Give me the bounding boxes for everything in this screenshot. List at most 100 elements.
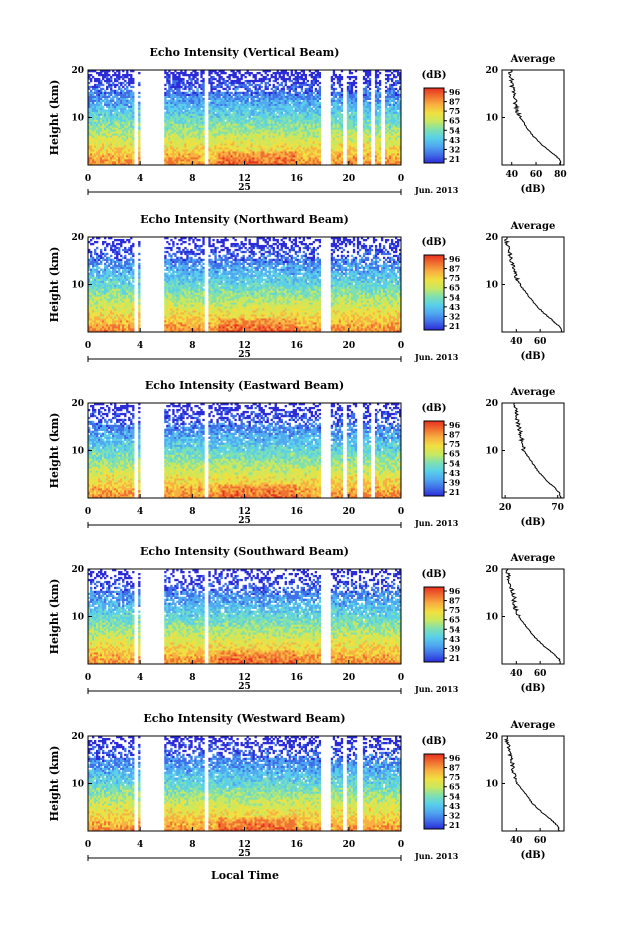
date-label: Jun. 2013 (414, 185, 459, 195)
average-title: Average (510, 387, 556, 398)
y-axis-label: Height (km) (48, 247, 61, 323)
average-x-tick: 60 (534, 669, 547, 679)
x-tick-label: 0 (85, 840, 91, 850)
colorbar-tick: 43 (449, 801, 461, 811)
day-label: 25 (238, 350, 251, 360)
colorbar-unit: (dB) (422, 237, 447, 248)
day-label: 25 (238, 849, 251, 859)
average-profile-line (507, 69, 562, 166)
colorbar-tick: 54 (449, 125, 461, 135)
x-tick-label: 8 (189, 673, 195, 683)
colorbar-tick: 54 (449, 624, 461, 634)
x-tick-label: 16 (290, 840, 303, 850)
colorbar-tick: 21 (449, 321, 460, 331)
x-tick-label: 8 (189, 840, 195, 850)
heatmap (88, 70, 402, 166)
x-axis-label: Local Time (211, 869, 279, 882)
average-frame (501, 735, 565, 832)
average-frame (501, 402, 565, 499)
y-tick-label: 10 (71, 780, 84, 790)
x-tick-label: 4 (137, 673, 143, 683)
average-title: Average (510, 54, 556, 65)
heatmap (88, 736, 402, 832)
average-frame (501, 236, 565, 333)
panel-3: Echo Intensity (Southward Beam) Height (k… (48, 545, 565, 694)
average-x-tick: 40 (510, 337, 523, 347)
average-profile-line (505, 568, 561, 664)
y-tick-label: 10 (71, 114, 84, 124)
average-profile-line (503, 735, 561, 832)
colorbar-tick: 75 (449, 273, 460, 283)
colorbar-tick: 39 (449, 643, 461, 653)
y-axis-label: Height (km) (48, 413, 61, 489)
day-label: 25 (238, 516, 251, 526)
colorbar-tick: 87 (449, 264, 460, 274)
x-tick-label: 8 (189, 507, 195, 517)
average-y-tick: 20 (485, 399, 498, 409)
panel-title: Echo Intensity (Northward Beam) (140, 213, 349, 226)
x-tick-label: 4 (137, 507, 143, 517)
x-tick-label: 16 (290, 507, 303, 517)
colorbar-tick: 75 (449, 772, 460, 782)
average-y-tick: 20 (485, 233, 498, 243)
x-tick-label: 12 (238, 840, 251, 850)
colorbar-tick: 96 (449, 420, 461, 430)
colorbar-tick: 65 (449, 116, 460, 126)
x-tick-label: 20 (343, 341, 356, 351)
average-x-label: (dB) (521, 184, 546, 195)
panel-title: Echo Intensity (Southward Beam) (140, 545, 349, 558)
x-tick-label: 12 (238, 341, 251, 351)
x-tick-label: 8 (189, 341, 195, 351)
panel-title: Echo Intensity (Eastward Beam) (145, 379, 344, 392)
heatmap (88, 569, 402, 665)
panel-title: Echo Intensity (Vertical Beam) (149, 46, 339, 59)
colorbar-tick: 96 (449, 753, 461, 763)
y-tick-label: 20 (71, 66, 84, 76)
x-tick-label: 0 (85, 341, 91, 351)
colorbar-tick: 39 (449, 477, 461, 487)
x-tick-label: 4 (137, 174, 143, 184)
colorbar-tick: 65 (449, 283, 460, 293)
x-tick-label: 4 (137, 341, 143, 351)
colorbar-tick: 32 (449, 810, 460, 820)
average-x-tick: 70 (551, 503, 564, 513)
colorbar-tick: 54 (449, 791, 461, 801)
x-tick-label: 0 (85, 673, 91, 683)
average-y-tick: 10 (485, 613, 498, 623)
average-y-tick: 10 (485, 281, 498, 291)
x-tick-label: 16 (290, 673, 303, 683)
average-x-tick: 40 (510, 669, 523, 679)
x-tick-label: 12 (238, 673, 251, 683)
y-axis-label: Height (km) (48, 579, 61, 655)
day-label: 25 (238, 682, 251, 692)
average-frame (501, 568, 565, 665)
x-tick-label: 0 (398, 840, 404, 850)
y-tick-label: 20 (71, 399, 84, 409)
panel-4: Echo Intensity (Westward Beam) Height (km… (48, 712, 565, 861)
colorbar-tick: 75 (449, 605, 460, 615)
y-tick-label: 20 (71, 233, 84, 243)
average-y-tick: 20 (485, 732, 498, 742)
colorbar-tick: 65 (449, 615, 460, 625)
colorbar-tick: 96 (449, 87, 461, 97)
colorbar (423, 586, 445, 663)
colorbar-tick: 75 (449, 106, 460, 116)
average-x-tick: 60 (534, 337, 547, 347)
x-tick-label: 0 (398, 174, 404, 184)
average-title: Average (510, 720, 556, 731)
x-tick-label: 0 (85, 174, 91, 184)
average-x-label: (dB) (521, 517, 546, 528)
average-x-tick: 60 (530, 170, 543, 180)
x-tick-label: 0 (85, 507, 91, 517)
colorbar-tick: 96 (449, 254, 461, 264)
average-x-label: (dB) (521, 351, 546, 362)
y-tick-label: 10 (71, 613, 84, 623)
panel-2: Echo Intensity (Eastward Beam) Height (km… (48, 379, 565, 528)
average-x-tick: 40 (510, 836, 523, 846)
average-y-tick: 10 (485, 447, 498, 457)
y-tick-label: 10 (71, 447, 84, 457)
colorbar (423, 87, 445, 164)
average-title: Average (510, 221, 556, 232)
average-x-label: (dB) (521, 683, 546, 694)
y-axis-label: Height (km) (48, 80, 61, 156)
